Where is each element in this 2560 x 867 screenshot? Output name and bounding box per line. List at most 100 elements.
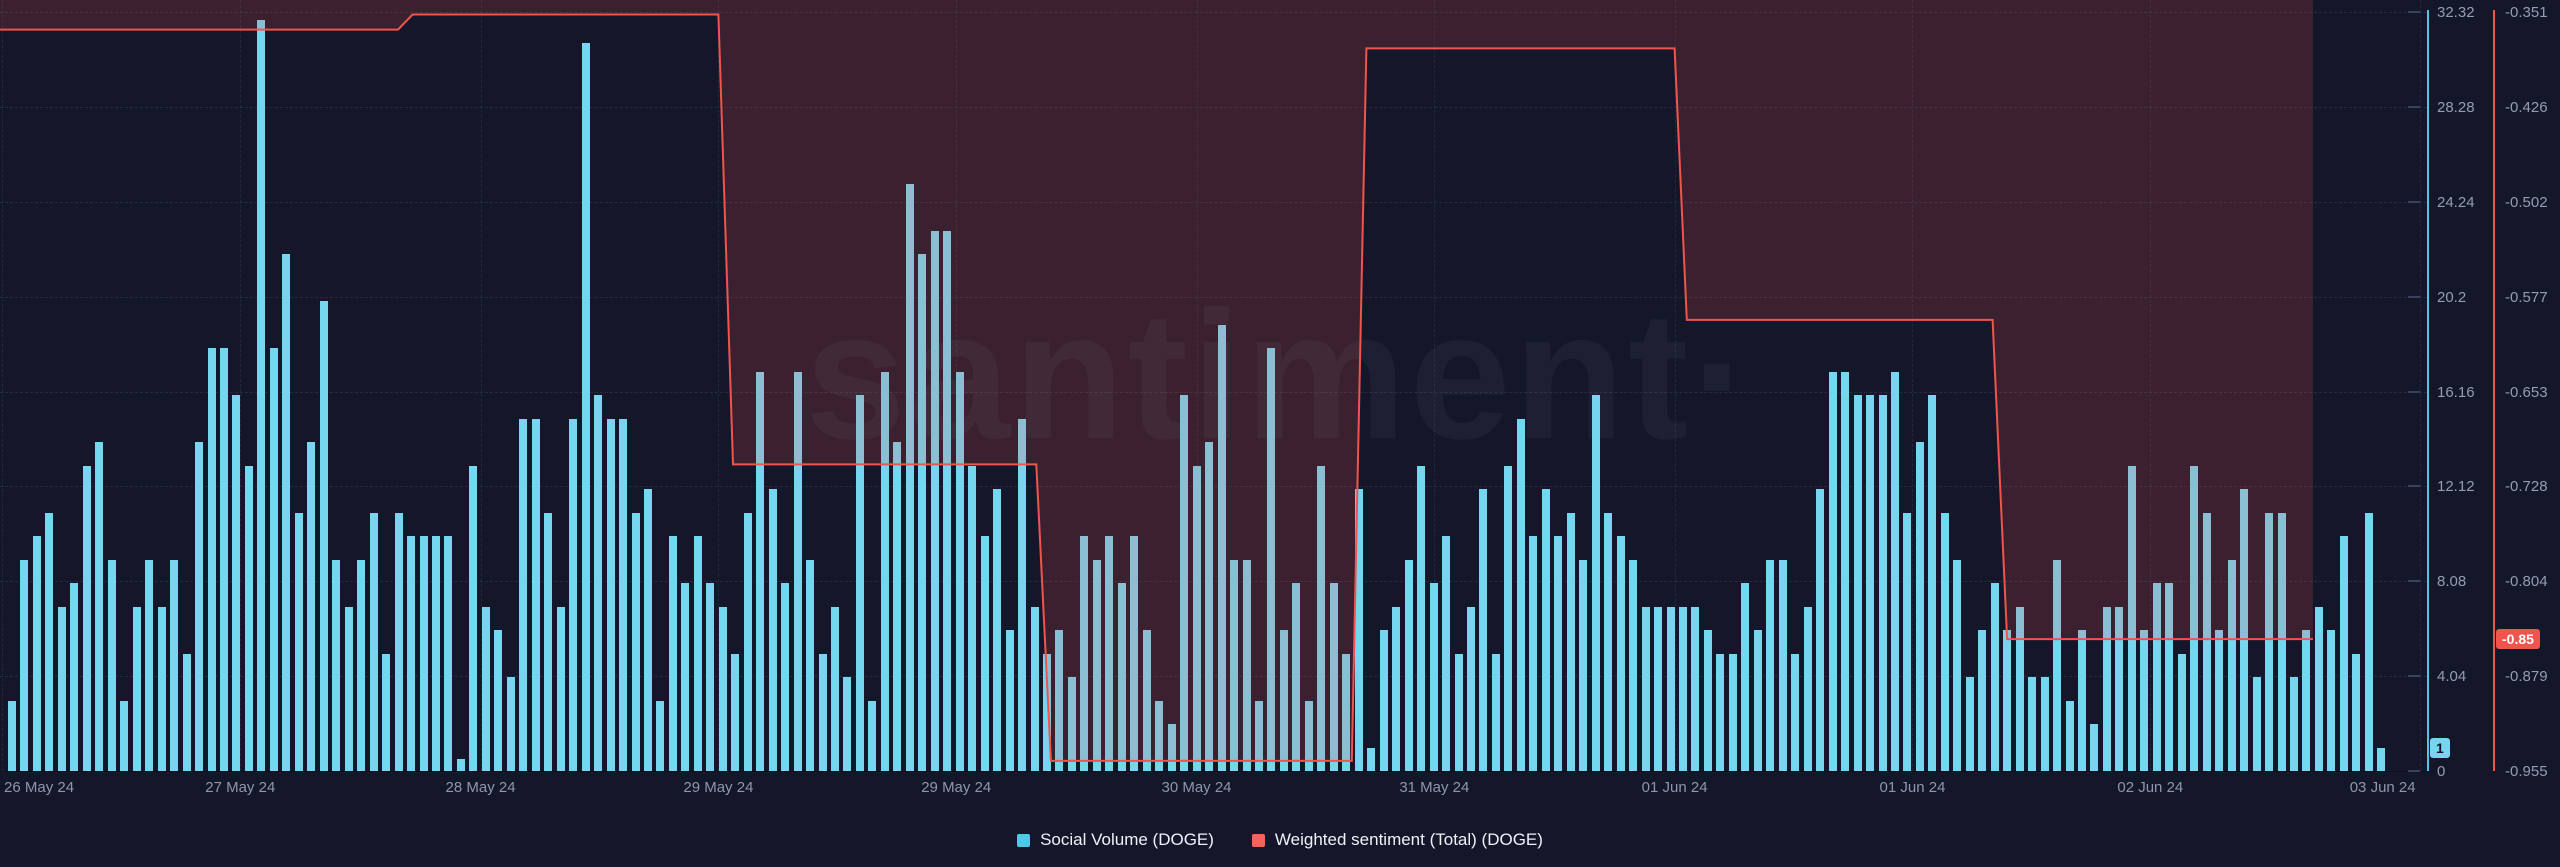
sentiment-tick-label: -0.955 [2505, 763, 2548, 780]
volume-bar [631, 512, 640, 771]
volume-bar [1030, 606, 1039, 771]
volume-bar [1055, 630, 1064, 771]
volume-bar [1230, 559, 1239, 771]
volume-bar [1167, 724, 1176, 771]
v-gridline [480, 0, 482, 771]
volume-bar [170, 559, 179, 771]
x-axis-label: 29 May 24 [921, 779, 992, 796]
volume-bar [1978, 630, 1987, 771]
volume-bar [2202, 512, 2211, 771]
x-axis-label: 01 Jun 24 [1879, 779, 1946, 796]
volume-bar [918, 254, 927, 771]
volume-bar [2152, 583, 2161, 771]
volume-bar [2302, 630, 2311, 771]
volume-bar [1379, 630, 1388, 771]
volume-bar [307, 442, 316, 771]
volume-bar [1005, 630, 1014, 771]
volume-bar [2240, 489, 2249, 771]
volume-bar [1641, 606, 1650, 771]
legend-item-weighted-sentiment[interactable]: Weighted sentiment (Total) (DOGE) [1251, 830, 1543, 850]
sentiment-tick-label: -0.728 [2505, 478, 2548, 496]
volume-bar [2339, 536, 2348, 771]
volume-bar [1329, 583, 1338, 771]
volume-bar [1442, 536, 1451, 771]
volume-bar [1903, 512, 1912, 771]
volume-bar [1778, 559, 1787, 771]
volume-bar [481, 606, 490, 771]
volume-bar [1067, 677, 1076, 771]
volume-bar [1853, 395, 1862, 771]
x-axis-label: 26 May 24 [4, 779, 75, 796]
volume-bar [244, 465, 253, 771]
volume-bar [706, 583, 715, 771]
legend-item-social-volume[interactable]: Social Volume (DOGE) [1017, 830, 1214, 850]
volume-bar [1242, 559, 1251, 771]
volume-bar [718, 606, 727, 771]
volume-bar [868, 700, 877, 771]
volume-bar [1541, 489, 1550, 771]
volume-bar [855, 395, 864, 771]
volume-bar [943, 230, 952, 771]
volume-tick-label: 16.16 [2437, 383, 2475, 401]
volume-bar [893, 442, 902, 771]
volume-bar [2102, 606, 2111, 771]
volume-bar [993, 489, 1002, 771]
x-axis-label: 27 May 24 [205, 779, 276, 796]
volume-bar [1155, 700, 1164, 771]
volume-bar [332, 559, 341, 771]
volume-bar [145, 559, 154, 771]
volume-bar [32, 536, 41, 771]
volume-bar [594, 395, 603, 771]
volume-bar [1105, 536, 1114, 771]
volume-bar [57, 606, 66, 771]
volume-bar [1766, 559, 1775, 771]
v-gridline [240, 0, 242, 771]
volume-bar [781, 583, 790, 771]
volume-bar [382, 653, 391, 771]
volume-bar [1965, 677, 1974, 771]
volume-bar [1217, 324, 1226, 771]
h-gridline [0, 296, 2427, 298]
volume-bar [1940, 512, 1949, 771]
volume-bar [880, 371, 889, 771]
v-gridline [718, 0, 720, 771]
volume-bar [1354, 489, 1363, 771]
volume-bar [8, 700, 16, 771]
volume-last-value-badge: 1 [2430, 737, 2450, 758]
h-gridline [0, 12, 2427, 13]
volume-bar [1753, 630, 1762, 771]
volume-bar [1604, 512, 1613, 771]
plot-area[interactable] [0, 0, 2427, 772]
volume-bar [1205, 442, 1214, 771]
tick-mark [2408, 770, 2420, 772]
volume-bar [394, 512, 403, 771]
volume-bar [132, 606, 141, 771]
volume-bar [1678, 606, 1687, 771]
volume-bar [955, 371, 964, 771]
volume-bar [1404, 559, 1413, 771]
volume-bar [980, 536, 989, 771]
volume-tick-label: 32.32 [2437, 4, 2475, 21]
x-axis-label: 02 Jun 24 [2117, 779, 2184, 796]
legend-label-weighted-sentiment: Weighted sentiment (Total) (DOGE) [1274, 830, 1543, 849]
volume-bar [2265, 512, 2274, 771]
volume-bar [182, 653, 191, 771]
volume-bar [1342, 653, 1351, 771]
volume-bar [1466, 606, 1475, 771]
volume-bar [643, 489, 652, 771]
volume-bar [1566, 512, 1575, 771]
volume-bar [1654, 606, 1663, 771]
volume-tick-label: 4.04 [2437, 668, 2467, 686]
volume-bar [1142, 630, 1151, 771]
x-axis-label: 30 May 24 [1161, 779, 1232, 796]
volume-bar [506, 677, 515, 771]
volume-bar [619, 418, 628, 771]
tick-mark [2408, 295, 2420, 298]
volume-bar [2227, 559, 2236, 771]
sentiment-line [0, 13, 2313, 762]
volume-tick-label: 12.12 [2437, 478, 2475, 496]
volume-bar [2003, 630, 2012, 771]
volume-bar [2028, 677, 2037, 771]
volume-bar [2352, 653, 2361, 771]
volume-bar [768, 489, 777, 771]
